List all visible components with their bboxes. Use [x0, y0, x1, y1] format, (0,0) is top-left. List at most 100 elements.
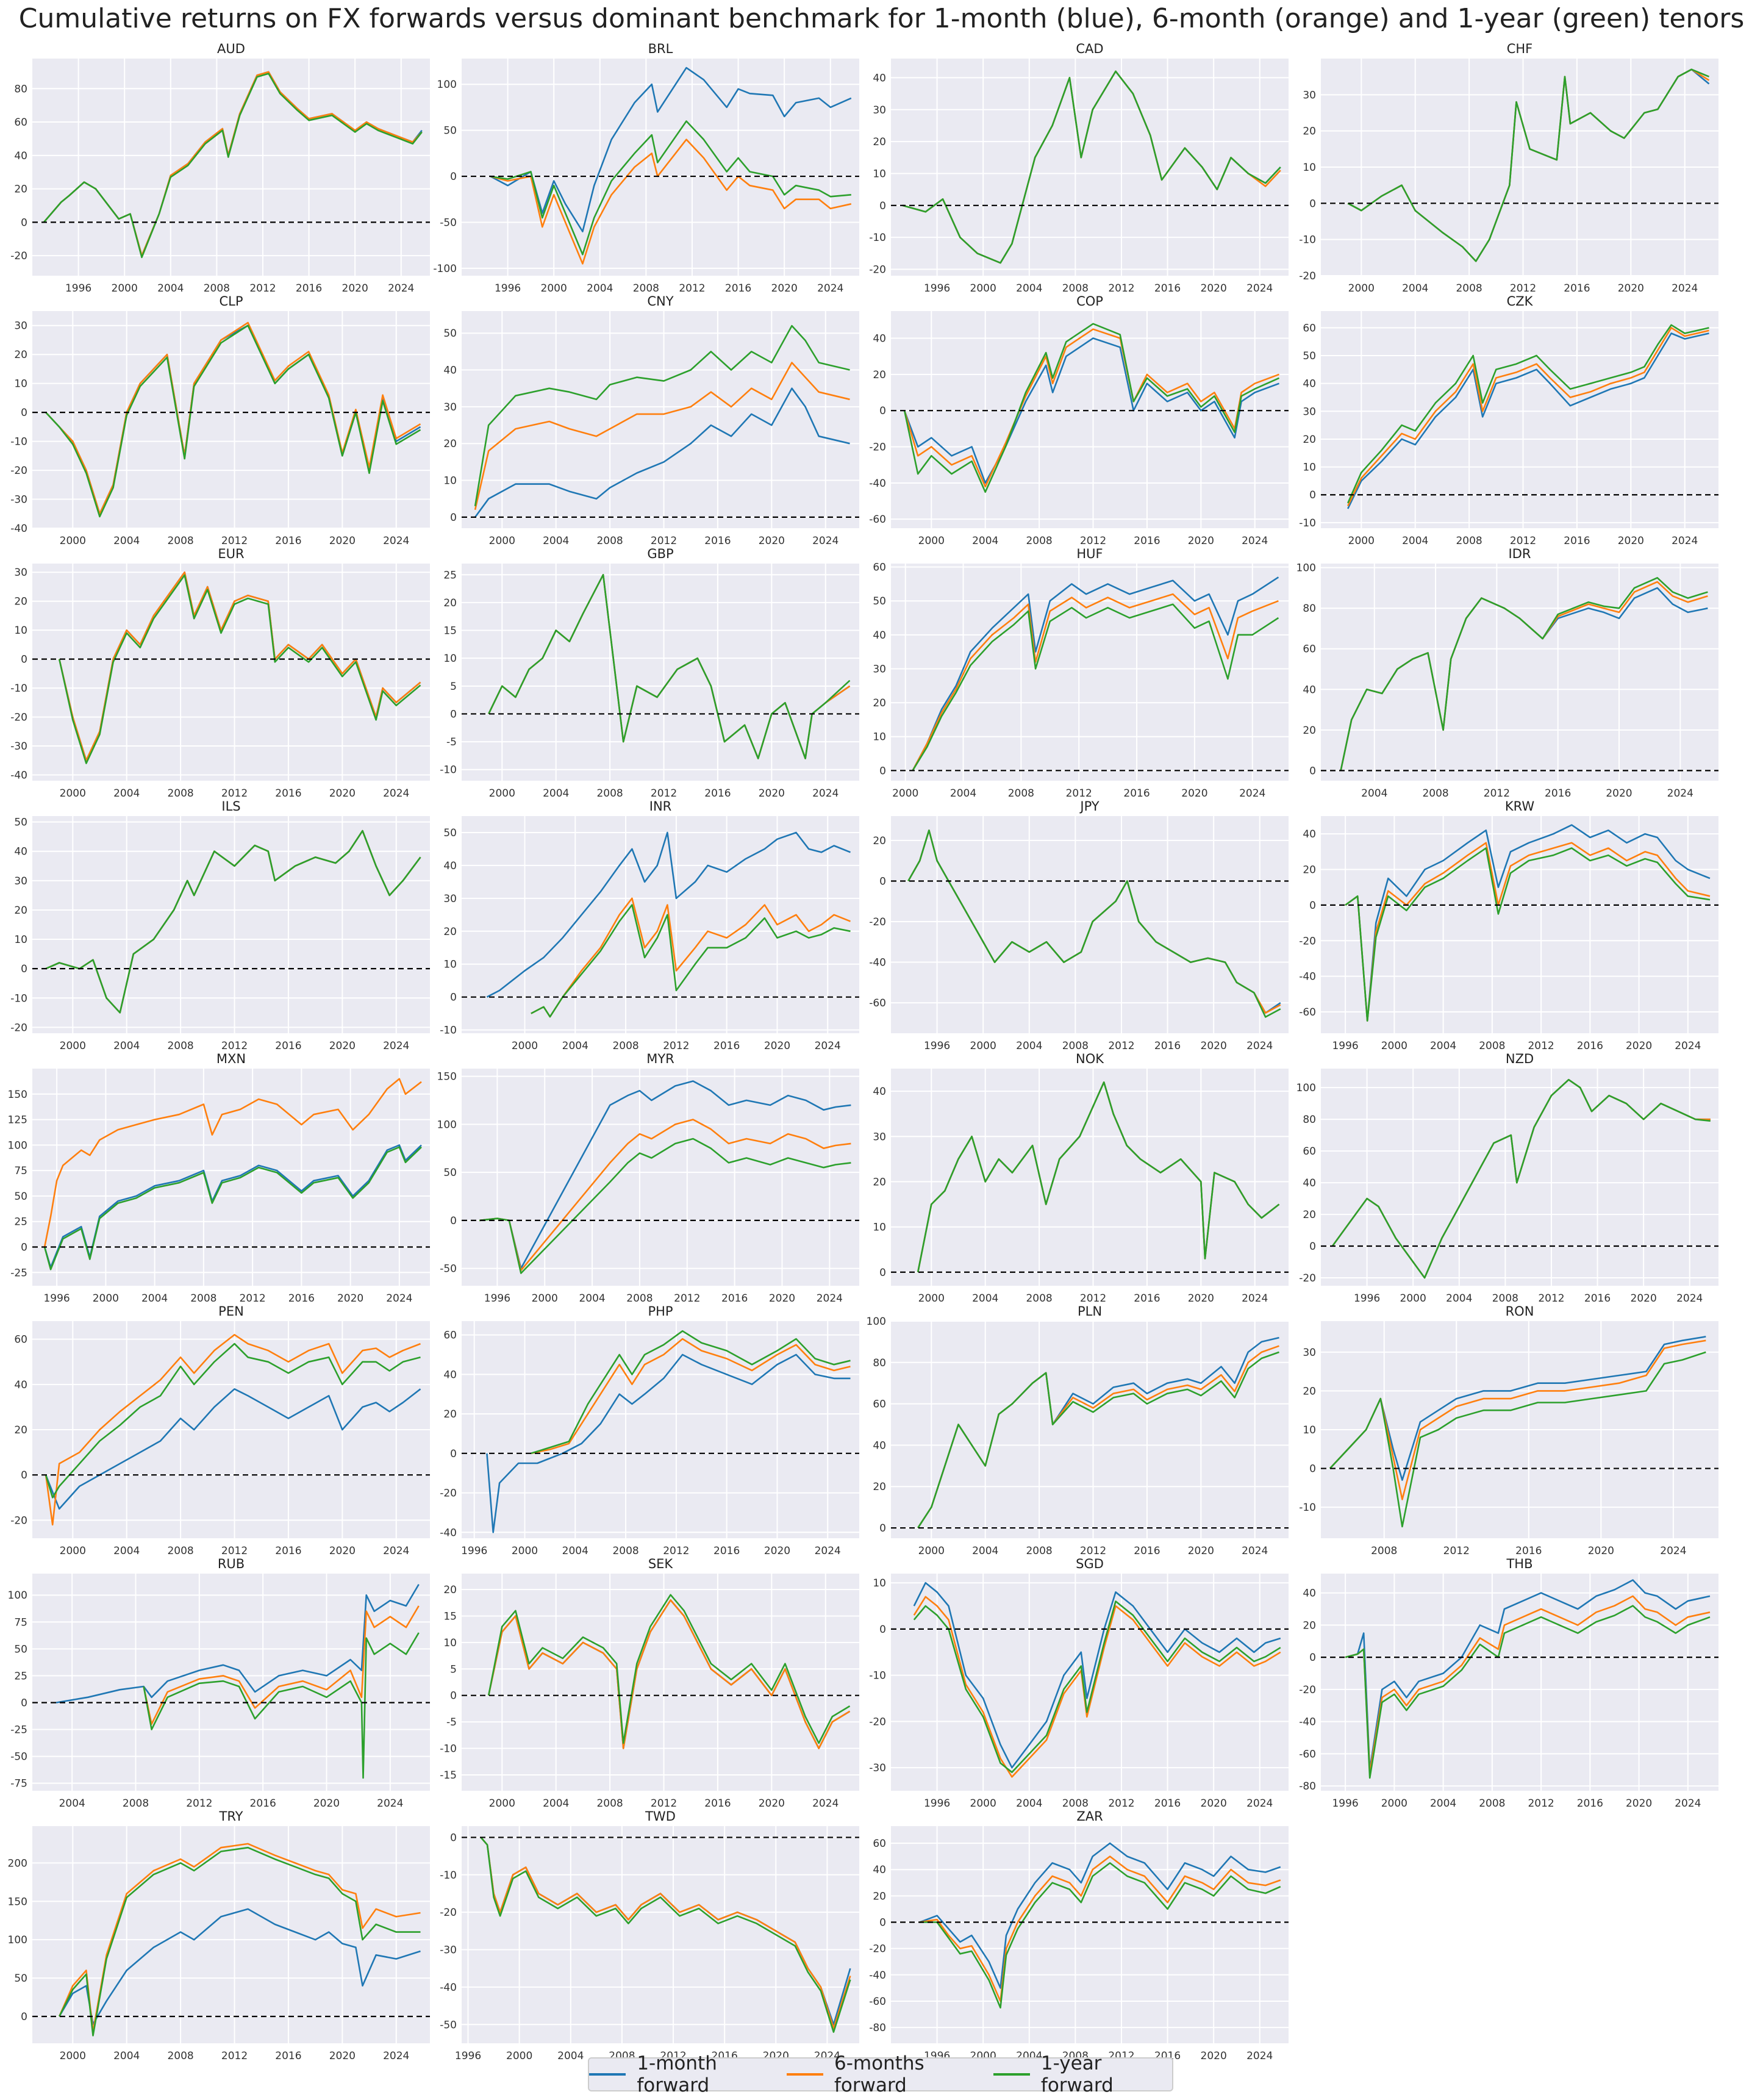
y-tick-label: 10 — [443, 1637, 457, 1649]
y-tick-label: -100 — [433, 263, 457, 275]
x-tick-label: 2004 — [579, 1292, 605, 1305]
y-tick-label: 5 — [450, 681, 457, 693]
y-tick-label: -40 — [869, 478, 886, 490]
y-tick-label: -20 — [1299, 270, 1316, 282]
y-tick-label: -40 — [1299, 971, 1316, 983]
x-tick-label: 2012 — [1108, 1797, 1134, 1810]
series-line-rub-6m — [143, 1605, 420, 1725]
x-tick-label: 2024 — [1667, 787, 1693, 800]
y-tick-label: -25 — [10, 1724, 27, 1736]
y-tick-label: 10 — [443, 959, 457, 971]
x-tick-label: 2024 — [1672, 535, 1698, 547]
series-line-twd-1y — [480, 1837, 851, 2033]
x-tick-label: 2000 — [512, 1545, 538, 1557]
y-tick-label: -20 — [869, 442, 886, 454]
x-tick-label: 2016 — [250, 1797, 276, 1810]
y-tick-label: -15 — [440, 1769, 457, 1782]
figure-title: Cumulative returns on FX forwards versus… — [18, 3, 1745, 34]
x-tick-label: 2016 — [1134, 1545, 1160, 1557]
plot-area-cop — [891, 311, 1289, 528]
x-tick-label: 2024 — [383, 535, 409, 547]
y-tick-label: -10 — [440, 1025, 457, 1037]
x-tick-label: 2008 — [1479, 1797, 1505, 1810]
plot-area-sgd — [891, 1574, 1289, 1791]
y-tick-label: 40 — [14, 1379, 27, 1391]
x-tick-label: 2008 — [596, 1797, 623, 1810]
y-tick-label: 40 — [1303, 684, 1316, 696]
plot-area-mxn — [32, 1069, 430, 1286]
y-tick-label: -20 — [869, 264, 886, 276]
y-tick-label: 5 — [450, 1663, 457, 1675]
panel-title-thb: THB — [1506, 1557, 1532, 1571]
y-tick-label: 10 — [14, 378, 27, 390]
x-tick-label: 2000 — [60, 1545, 86, 1557]
y-tick-label: 20 — [1303, 725, 1316, 737]
y-tick-label: -10 — [10, 992, 27, 1005]
x-tick-label: 2008 — [1492, 1292, 1518, 1305]
y-tick-label: -20 — [10, 250, 27, 262]
x-tick-label: 2024 — [1672, 282, 1698, 295]
series-line-php-6m — [531, 1338, 851, 1455]
legend-swatch-1m — [589, 2073, 626, 2076]
x-tick-label: 2024 — [815, 1545, 841, 1557]
x-tick-label: 2004 — [557, 2050, 584, 2062]
x-tick-label: 2020 — [342, 282, 368, 295]
x-tick-label: 2016 — [713, 1040, 740, 1052]
series-line-jpy-1y — [907, 830, 1281, 1018]
y-tick-label: 0 — [1309, 1241, 1316, 1253]
y-tick-label: 20 — [1303, 864, 1316, 876]
x-tick-label: 2004 — [1430, 1797, 1456, 1810]
y-tick-label: 0 — [879, 405, 886, 417]
x-tick-label: 2020 — [337, 1292, 363, 1305]
x-tick-label: 2016 — [704, 535, 731, 547]
x-tick-label: 2012 — [1528, 1797, 1554, 1810]
plot-area-nzd — [1321, 1069, 1718, 1286]
x-tick-label: 2016 — [1134, 535, 1160, 547]
x-tick-label: 2000 — [512, 1040, 538, 1052]
x-tick-label: 2016 — [275, 2050, 301, 2062]
y-tick-label: 100 — [437, 1119, 457, 1131]
panel-title-sgd: SGD — [1076, 1557, 1104, 1571]
y-tick-label: 60 — [1303, 643, 1316, 656]
legend-swatch-6m — [786, 2073, 823, 2076]
x-tick-label: 2012 — [651, 535, 677, 547]
plot-area-nok — [891, 1069, 1289, 1286]
x-tick-label: 2000 — [60, 787, 86, 800]
x-tick-label: 2004 — [1402, 535, 1428, 547]
x-tick-label: 2020 — [764, 1545, 790, 1557]
y-tick-label: -50 — [10, 1751, 27, 1763]
panel-chf: -20 -10 0 10 20 30 2000 2004 2008 2012 2016 2020 202… — [1299, 41, 1718, 295]
panel-title-cny: CNY — [647, 294, 673, 309]
panel-title-brl: BRL — [648, 41, 673, 56]
x-tick-label: 2004 — [1016, 1040, 1042, 1052]
x-tick-label: 1996 — [461, 1545, 487, 1557]
x-tick-label: 2000 — [60, 535, 86, 547]
x-tick-label: 2004 — [972, 1545, 998, 1557]
x-tick-label: 2012 — [663, 1545, 689, 1557]
x-tick-label: 2012 — [249, 282, 276, 295]
y-tick-label: -10 — [1299, 1502, 1316, 1514]
series-line-sgd-1m — [913, 1582, 1281, 1769]
y-tick-label: 80 — [873, 1357, 886, 1369]
plot-area-krw — [1321, 816, 1718, 1033]
y-tick-label: -20 — [869, 916, 886, 928]
plot-area-brl — [462, 59, 859, 276]
x-tick-label: 1996 — [495, 282, 521, 295]
y-tick-label: 0 — [21, 1241, 27, 1253]
y-tick-label: -20 — [10, 1514, 27, 1527]
y-tick-label: 30 — [873, 104, 886, 116]
x-tick-label: 2000 — [532, 1292, 558, 1305]
x-tick-label: 2024 — [815, 1040, 841, 1052]
y-tick-label: 0 — [879, 875, 886, 887]
y-tick-label: 0 — [450, 512, 457, 524]
panel-try: 0 50 100 150 200 2000 2004 2008 2012 2016 2020 2024… — [8, 1809, 430, 2062]
x-tick-label: 2000 — [489, 787, 515, 800]
y-tick-label: -10 — [440, 764, 457, 776]
x-tick-label: 2024 — [1675, 1797, 1701, 1810]
panel-title-cad: CAD — [1076, 41, 1103, 56]
y-tick-label: 0 — [1309, 489, 1316, 501]
y-tick-label: 50 — [443, 125, 457, 137]
y-tick-label: 0 — [21, 963, 27, 975]
panel-huf: 0 10 20 30 40 50 60 2000 2004 2008 2012 2016 2020 202… — [873, 547, 1289, 800]
